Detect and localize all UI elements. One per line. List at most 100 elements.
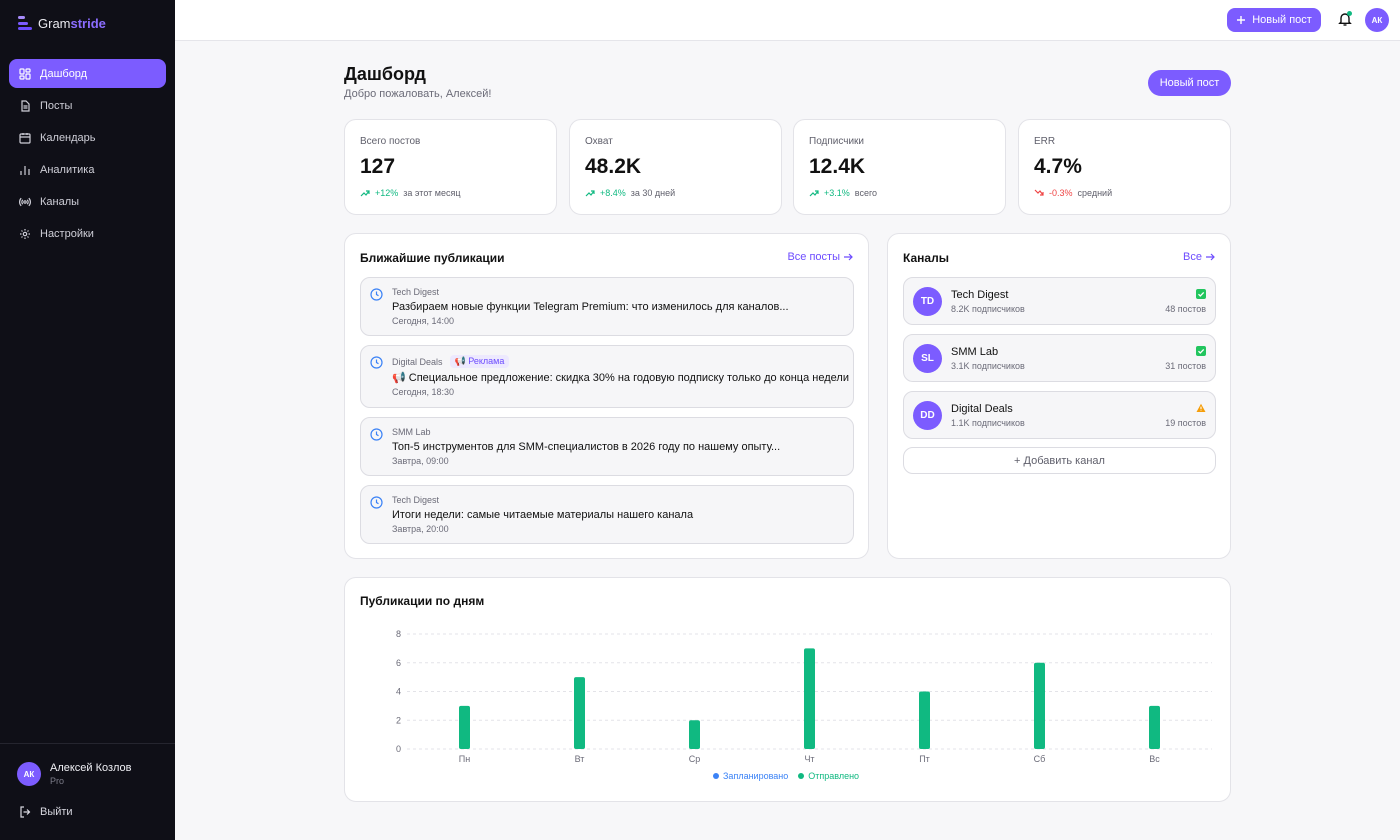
all-posts-link[interactable]: Все посты bbox=[787, 251, 853, 263]
document-icon bbox=[21, 99, 30, 112]
logo-prefix: Gram bbox=[38, 15, 71, 31]
app-logo[interactable]: Gramstride bbox=[18, 14, 106, 32]
bar-sent[interactable] bbox=[574, 677, 585, 749]
post-time: Сегодня, 18:30 bbox=[392, 387, 455, 397]
dashboard-icon bbox=[19, 67, 31, 80]
post-time: Сегодня, 14:00 bbox=[392, 316, 455, 326]
sidebar: Gramstride Дашборд Посты Календарь Анали… bbox=[0, 0, 175, 840]
stat-note: за 30 дней bbox=[630, 188, 676, 198]
user-name: Алексей Козлов bbox=[50, 762, 132, 774]
stat-card-posts: Всего постов 127 +12% за этот месяц bbox=[344, 119, 557, 215]
sidebar-item-label: Каналы bbox=[40, 195, 80, 208]
list-item[interactable]: Tech Digest Итоги недели: самые читаемые… bbox=[360, 485, 854, 544]
channel-post-count: 48 постов bbox=[1165, 304, 1206, 314]
x-tick-label: Сб bbox=[1034, 754, 1046, 764]
sidebar-item-dashboard[interactable]: Дашборд bbox=[9, 59, 166, 88]
add-channel-button[interactable]: + Добавить канал bbox=[903, 447, 1216, 474]
logout-icon bbox=[20, 806, 31, 818]
channel-item-digital-deals[interactable]: DD Digital Deals 1.1K подписчиков 19 пос… bbox=[903, 391, 1216, 439]
stat-delta: -0.3% bbox=[1049, 188, 1073, 198]
warning-icon bbox=[1196, 403, 1206, 412]
trend-up-icon bbox=[360, 190, 370, 197]
bar-sent[interactable] bbox=[919, 691, 930, 750]
channel-name: Digital Deals bbox=[392, 356, 443, 367]
stat-note: за этот месяц bbox=[403, 188, 461, 198]
x-tick-label: Ср bbox=[689, 754, 701, 764]
upcoming-posts-card: Ближайшие публикации Все посты Tech Dige… bbox=[344, 233, 869, 559]
channel-name: Tech Digest bbox=[951, 289, 1009, 301]
bar-sent[interactable] bbox=[1034, 662, 1045, 749]
top-new-post-button[interactable]: Новый пост bbox=[1227, 8, 1321, 32]
broadcast-icon bbox=[19, 197, 31, 206]
sidebar-item-analytics[interactable]: Аналитика bbox=[9, 155, 166, 184]
sidebar-item-label: Посты bbox=[40, 99, 73, 112]
user-profile[interactable]: АК Алексей Козлов Pro bbox=[17, 762, 131, 786]
sidebar-divider bbox=[0, 743, 175, 744]
bar-sent[interactable] bbox=[689, 720, 700, 749]
bar-sent[interactable] bbox=[1149, 705, 1160, 749]
post-text: Итоги недели: самые читаемые материалы н… bbox=[392, 509, 694, 521]
bar-sent[interactable] bbox=[804, 648, 815, 749]
channel-subscribers: 3.1K подписчиков bbox=[951, 361, 1025, 371]
top-avatar[interactable]: АК bbox=[1365, 8, 1389, 32]
new-post-button[interactable]: Новый пост bbox=[1148, 70, 1231, 96]
sidebar-item-calendar[interactable]: Календарь bbox=[9, 123, 166, 152]
channel-name: SMM Lab bbox=[951, 346, 999, 358]
calendar-icon bbox=[19, 132, 31, 144]
arrow-right-icon bbox=[1206, 253, 1215, 261]
channel-post-count: 19 постов bbox=[1165, 418, 1206, 428]
stat-value: 4.7% bbox=[1034, 155, 1082, 178]
list-item[interactable]: Tech Digest Разбираем новые функции Tele… bbox=[360, 277, 854, 336]
avatar: АК bbox=[17, 762, 41, 786]
logo-icon bbox=[18, 16, 32, 30]
post-channel: Digital Deals 📢 Реклама bbox=[392, 355, 510, 368]
all-channels-label: Все bbox=[1183, 251, 1202, 263]
stat-value: 127 bbox=[360, 155, 396, 178]
bar-chart-icon bbox=[20, 165, 30, 175]
top-new-post-label: Новый пост bbox=[1252, 14, 1312, 26]
post-text: Разбираем новые функции Telegram Premium… bbox=[392, 301, 789, 313]
stat-footer: +12% за этот месяц bbox=[360, 188, 460, 198]
sidebar-item-channels[interactable]: Каналы bbox=[9, 187, 166, 216]
channel-post-count: 31 постов bbox=[1165, 361, 1206, 371]
all-channels-link[interactable]: Все bbox=[1183, 251, 1215, 263]
channel-avatar: SL bbox=[913, 344, 942, 373]
logout-label: Выйти bbox=[40, 806, 73, 818]
sidebar-item-posts[interactable]: Посты bbox=[9, 91, 166, 120]
logo-accent: stride bbox=[70, 15, 106, 31]
check-icon bbox=[1196, 289, 1206, 299]
post-text: 📢 Специальное предложение: скидка 30% на… bbox=[392, 372, 849, 384]
stat-card-err: ERR 4.7% -0.3% средний bbox=[1018, 119, 1231, 215]
stat-label: ERR bbox=[1034, 136, 1056, 147]
channel-subscribers: 1.1K подписчиков bbox=[951, 418, 1025, 428]
y-tick-label: 8 bbox=[396, 629, 401, 639]
x-tick-label: Вт bbox=[575, 754, 585, 764]
stat-footer: +3.1% всего bbox=[809, 188, 877, 198]
list-item[interactable]: SMM Lab Топ-5 инструментов для SMM-специ… bbox=[360, 417, 854, 476]
post-text: Топ-5 инструментов для SMM-специалистов … bbox=[392, 441, 781, 453]
post-channel: SMM Lab bbox=[392, 427, 431, 437]
bar-sent[interactable] bbox=[459, 705, 470, 749]
trend-up-icon bbox=[585, 190, 595, 197]
sidebar-item-label: Дашборд bbox=[40, 67, 88, 80]
post-channel: Tech Digest bbox=[392, 495, 439, 505]
page-title: Дашборд bbox=[344, 64, 426, 84]
legend-item-sent[interactable]: Отправлено bbox=[798, 771, 859, 781]
sidebar-item-label: Аналитика bbox=[40, 163, 95, 176]
logout-button[interactable]: Выйти bbox=[19, 806, 73, 818]
stat-delta: +8.4% bbox=[600, 188, 626, 198]
sidebar-item-settings[interactable]: Настройки bbox=[9, 219, 166, 248]
notification-dot bbox=[1347, 11, 1352, 16]
list-item[interactable]: Digital Deals 📢 Реклама 📢 Специальное пр… bbox=[360, 345, 854, 408]
post-channel: Tech Digest bbox=[392, 287, 439, 297]
channel-avatar: DD bbox=[913, 401, 942, 430]
channels-card: Каналы Все TD Tech Digest 8.2K подписчик… bbox=[887, 233, 1231, 559]
channel-item-tech-digest[interactable]: TD Tech Digest 8.2K подписчиков 48 посто… bbox=[903, 277, 1216, 325]
trend-down-icon bbox=[1034, 189, 1044, 196]
stat-label: Охват bbox=[585, 136, 613, 147]
ad-tag: 📢 Реклама bbox=[449, 355, 510, 368]
y-tick-label: 2 bbox=[396, 715, 401, 725]
legend-item-scheduled[interactable]: Запланировано bbox=[713, 771, 788, 781]
check-icon bbox=[1196, 346, 1206, 356]
channel-item-smm-lab[interactable]: SL SMM Lab 3.1K подписчиков 31 постов bbox=[903, 334, 1216, 382]
